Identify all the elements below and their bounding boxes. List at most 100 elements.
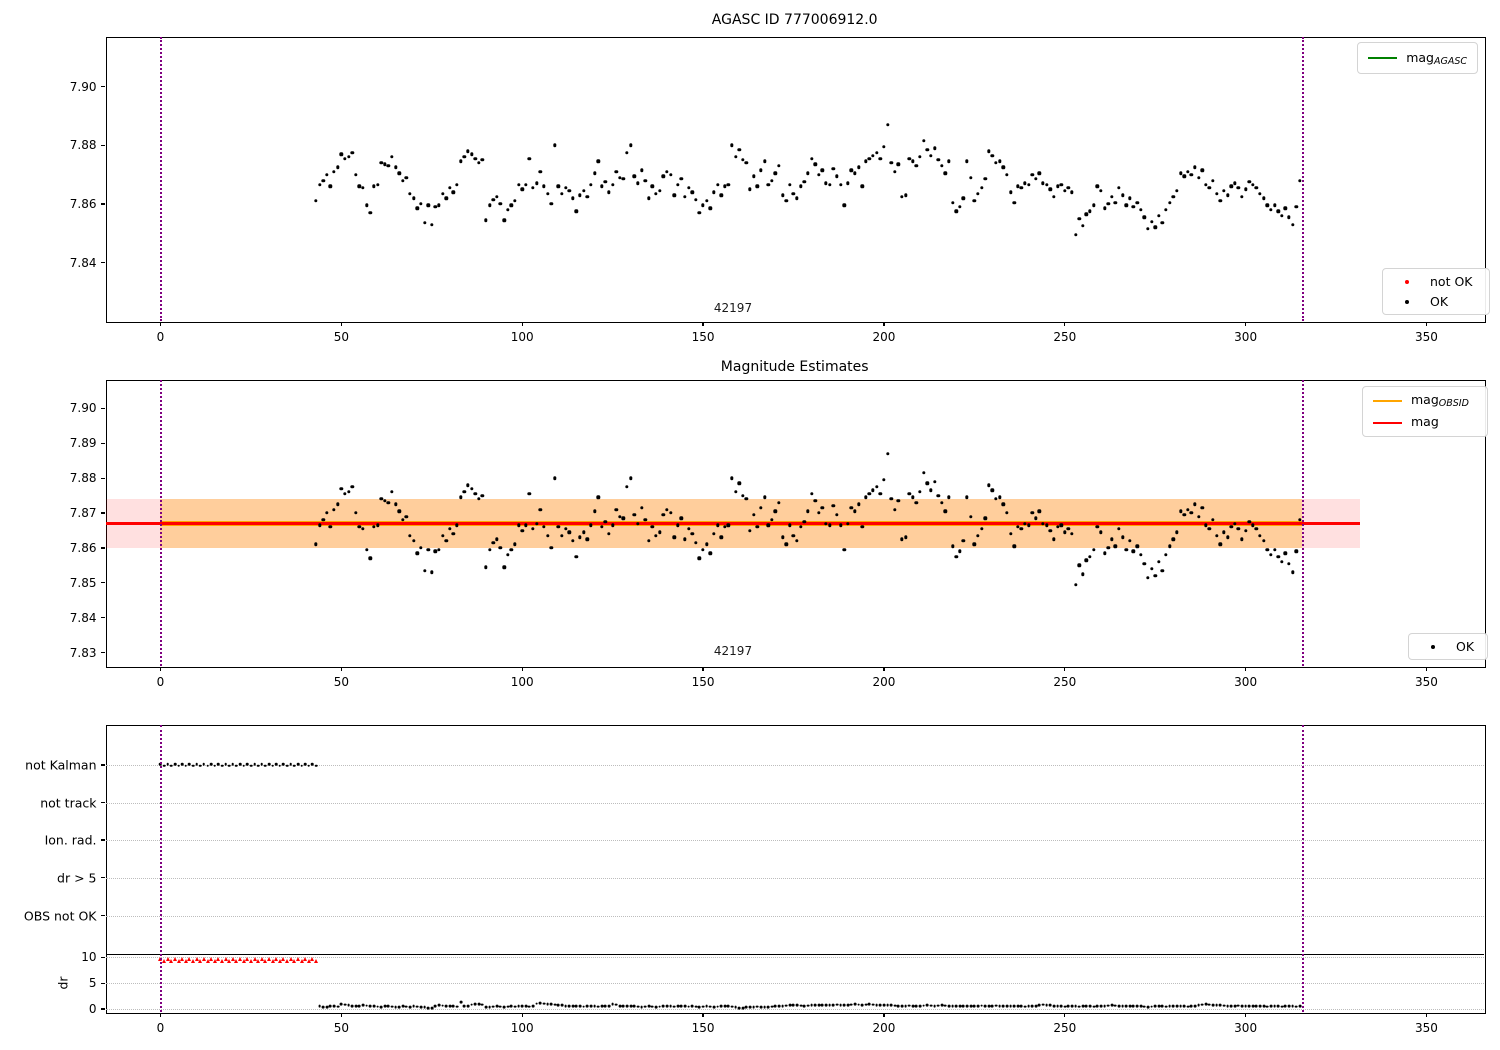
data-point bbox=[860, 184, 864, 189]
data-point bbox=[314, 542, 318, 547]
data-point bbox=[170, 764, 173, 768]
data-point bbox=[1041, 181, 1045, 186]
data-point bbox=[589, 183, 593, 187]
data-point bbox=[375, 523, 380, 527]
data-point bbox=[317, 523, 322, 527]
dr-tick bbox=[100, 1008, 105, 1010]
data-point bbox=[654, 192, 658, 196]
data-point bbox=[571, 539, 575, 543]
data-point bbox=[809, 492, 814, 496]
x-tick-label: 350 bbox=[1415, 1021, 1438, 1035]
data-point bbox=[1005, 511, 1009, 515]
data-point bbox=[571, 196, 575, 200]
data-point bbox=[744, 497, 749, 501]
data-point bbox=[632, 513, 637, 517]
y-tick-label: 7.88 bbox=[69, 138, 97, 153]
data-point bbox=[864, 1003, 868, 1006]
data-point bbox=[860, 525, 864, 529]
data-point bbox=[321, 518, 325, 522]
data-point bbox=[1193, 165, 1197, 170]
x-tick bbox=[1064, 321, 1066, 326]
data-point bbox=[1012, 200, 1016, 205]
data-point bbox=[376, 1005, 379, 1009]
data-point bbox=[893, 507, 897, 512]
data-point bbox=[466, 483, 470, 487]
data-point bbox=[527, 156, 532, 161]
data-point bbox=[448, 1004, 452, 1008]
data-point bbox=[918, 1004, 922, 1008]
data-point bbox=[1099, 189, 1103, 193]
data-point bbox=[755, 184, 759, 189]
data-point bbox=[593, 1005, 596, 1008]
data-point bbox=[918, 155, 922, 159]
data-point bbox=[585, 537, 589, 541]
dr-not-ok-marker bbox=[292, 958, 297, 963]
dr-not-ok-marker bbox=[180, 956, 185, 961]
dr-not-ok-marker bbox=[191, 958, 196, 963]
data-point bbox=[293, 764, 296, 768]
data-point bbox=[1095, 1005, 1099, 1008]
data-point bbox=[665, 1004, 669, 1008]
data-point bbox=[596, 159, 600, 164]
data-point bbox=[426, 203, 430, 208]
data-point bbox=[361, 1003, 365, 1007]
data-point bbox=[990, 153, 995, 158]
data-point bbox=[1146, 575, 1150, 580]
data-point bbox=[560, 192, 564, 196]
data-point bbox=[162, 764, 166, 768]
x-tick bbox=[1245, 667, 1247, 671]
data-point bbox=[217, 762, 220, 766]
data-point bbox=[444, 1004, 448, 1008]
data-point bbox=[1207, 527, 1212, 531]
x-tick bbox=[521, 321, 523, 326]
data-point bbox=[311, 762, 314, 766]
data-point bbox=[846, 1003, 850, 1007]
data-point bbox=[1240, 194, 1244, 199]
data-point bbox=[885, 123, 890, 127]
data-point bbox=[929, 153, 933, 158]
data-point bbox=[516, 183, 521, 187]
data-point bbox=[1084, 212, 1089, 216]
data-point bbox=[581, 189, 586, 193]
flag-label: Ion. rad. bbox=[44, 832, 97, 848]
data-point bbox=[542, 525, 546, 529]
data-point bbox=[357, 184, 362, 189]
data-point bbox=[487, 203, 492, 208]
data-point bbox=[922, 1004, 926, 1008]
data-point bbox=[1298, 518, 1302, 522]
data-point bbox=[1110, 1003, 1114, 1007]
data-point bbox=[911, 1004, 915, 1008]
data-point bbox=[896, 1004, 900, 1008]
legend-marker-swatch bbox=[1431, 644, 1435, 649]
data-point bbox=[560, 534, 564, 538]
data-point bbox=[698, 1005, 701, 1009]
gridline bbox=[105, 957, 1484, 959]
data-point bbox=[914, 500, 919, 505]
data-point bbox=[600, 184, 604, 189]
data-point bbox=[1135, 200, 1139, 205]
data-point bbox=[1243, 528, 1248, 533]
x-tick bbox=[1064, 1013, 1066, 1017]
y-tick bbox=[100, 652, 105, 654]
data-point bbox=[809, 156, 814, 161]
data-point bbox=[629, 1004, 633, 1008]
data-point bbox=[1128, 539, 1132, 543]
data-point bbox=[336, 1005, 340, 1009]
data-point bbox=[1063, 189, 1067, 193]
data-point bbox=[1070, 1004, 1074, 1008]
dr-not-ok-marker bbox=[230, 956, 235, 961]
data-point bbox=[567, 530, 571, 534]
data-point bbox=[669, 1005, 672, 1008]
data-point bbox=[177, 764, 180, 768]
data-point bbox=[347, 1003, 350, 1007]
dr-not-ok-marker bbox=[227, 958, 232, 963]
data-point bbox=[1066, 186, 1071, 190]
data-point bbox=[911, 159, 915, 164]
data-point bbox=[1280, 1005, 1284, 1009]
data-point bbox=[495, 194, 499, 199]
data-point bbox=[1168, 1005, 1172, 1008]
data-point bbox=[585, 1005, 589, 1008]
data-point bbox=[820, 168, 825, 172]
legend-marker-label: not OK bbox=[1430, 274, 1473, 289]
legend-row: mag bbox=[1373, 414, 1477, 431]
